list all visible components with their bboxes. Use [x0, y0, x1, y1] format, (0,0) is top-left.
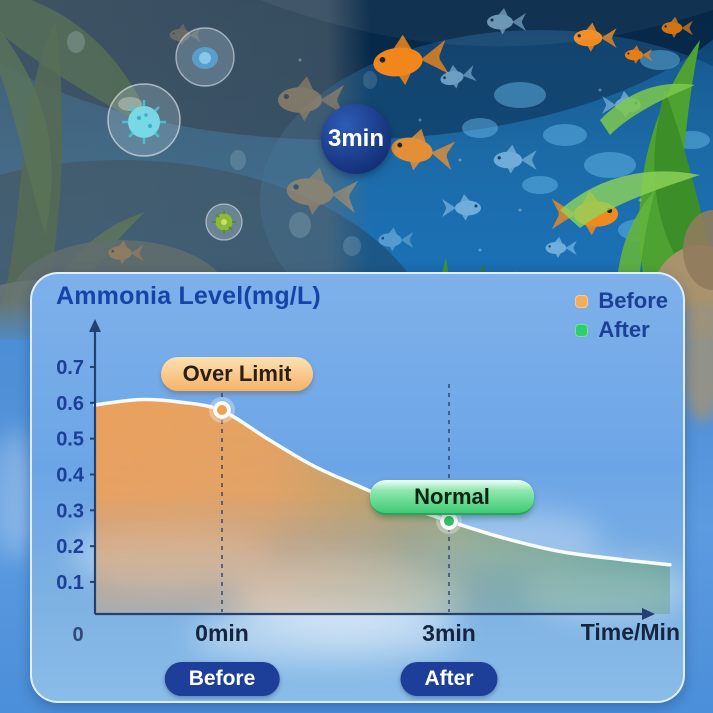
x-tick-3min: 3min [422, 620, 476, 646]
y-tick-label: 0.1 [56, 572, 84, 594]
x-axis-arrow-icon [642, 608, 655, 620]
cloud-decoration [192, 606, 462, 664]
x-axis-title: Time/Min [580, 619, 680, 645]
time-badge: 3min [321, 104, 391, 174]
after-swatch-icon [575, 323, 589, 337]
legend-label: After [598, 317, 650, 342]
y-tick-label: 0.6 [56, 393, 84, 415]
y-tick-label: 0.3 [56, 500, 84, 522]
microbe-bubble-icon [175, 27, 235, 87]
marker-dot-icon [444, 516, 455, 527]
floating-particles-icon [67, 31, 377, 256]
origin-tick-label: 0 [72, 624, 84, 646]
chart-panel: 0.7 0.6 0.5 0.4 0.3 0.2 0.1 Ammonia Level(mg/L… [30, 272, 685, 703]
y-tick-label: 0.4 [56, 464, 85, 486]
chart-title: Ammonia Level(mg/L) [56, 282, 321, 310]
normal-label: Normal [370, 480, 534, 516]
chart-legend: Before After [575, 290, 668, 341]
light-band [260, 0, 713, 47]
ammonia-curve [93, 397, 672, 567]
marker-dot-icon [217, 404, 227, 415]
green-microbe-bubble-icon [205, 203, 243, 241]
after-badge: After [400, 662, 498, 696]
legend-item-after: After [575, 319, 668, 341]
water-sparkles-icon [298, 58, 642, 252]
y-tick-label: 0.2 [56, 536, 84, 558]
y-tick-label: 0.7 [56, 357, 84, 379]
before-swatch-icon [575, 294, 589, 308]
legend-label: Before [598, 288, 668, 313]
before-badge: Before [164, 662, 280, 696]
x-tick-0min: 0min [195, 620, 249, 646]
y-axis-arrow-icon [89, 319, 101, 332]
y-tick-label: 0.5 [56, 429, 84, 451]
over-limit-label: Over Limit [161, 356, 313, 391]
bacteria-bubble-icon [107, 83, 181, 157]
legend-item-before: Before [575, 290, 668, 312]
